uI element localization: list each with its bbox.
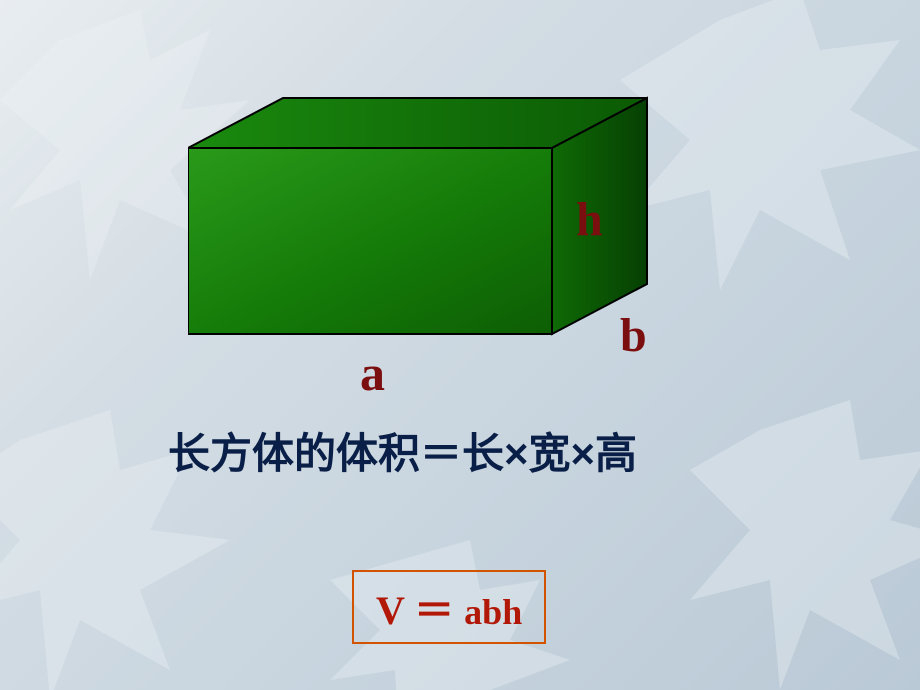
volume-formula-box: V ＝ abh (352, 570, 546, 644)
label-b: b (620, 308, 647, 363)
label-a: a (360, 344, 385, 402)
slide-canvas: a b h 长方体的体积＝长×宽×高 V ＝ abh (0, 0, 920, 690)
formula-lhs: V ＝ (376, 588, 464, 633)
formula-rhs: abh (464, 592, 522, 632)
cuboid-diagram (188, 60, 708, 350)
cuboid-front-face (188, 148, 552, 334)
volume-formula-words: 长方体的体积＝长×宽×高 (168, 420, 637, 481)
label-h: h (576, 192, 603, 247)
